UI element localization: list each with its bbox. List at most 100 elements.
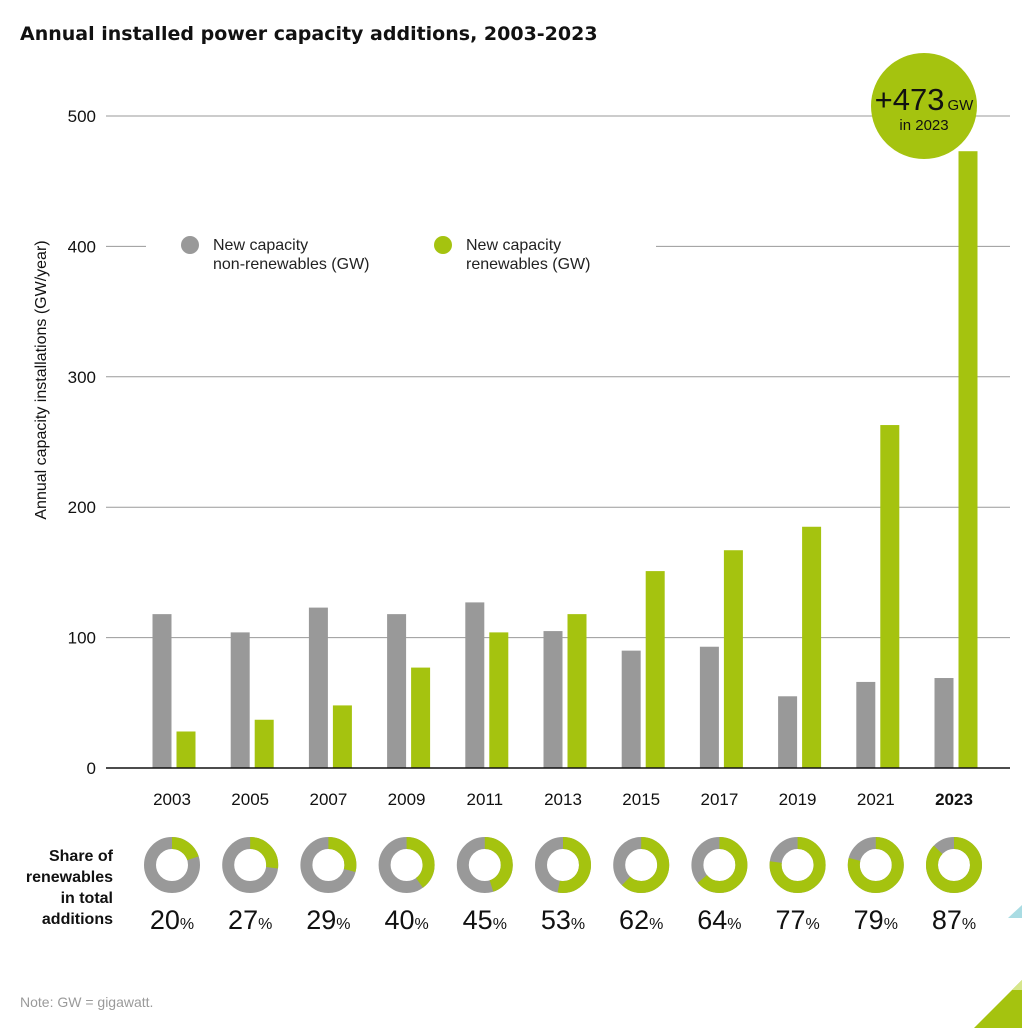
share-percent-unit: % (884, 916, 898, 933)
corner-decoration-large (974, 980, 1022, 1028)
bar-non-renewables-2011 (465, 602, 485, 768)
y-tick-label: 500 (68, 107, 96, 126)
x-tick-label: 2021 (857, 790, 895, 809)
share-percent-value: 87 (932, 905, 962, 935)
share-percent-2021: 79% (854, 905, 898, 935)
share-donut-2007: 29% (300, 837, 357, 935)
share-percent-unit: % (415, 916, 429, 933)
x-tick-label: 2005 (231, 790, 269, 809)
share-donut-2021: 79% (847, 837, 904, 935)
share-donut-2003: 20% (144, 837, 200, 935)
y-tick-label: 200 (68, 498, 96, 517)
badge-value: +473 (875, 82, 945, 117)
donut-arc-renewables (222, 837, 279, 893)
share-percent-2009: 40% (384, 905, 428, 935)
bar-non-renewables-2023 (934, 678, 954, 768)
corner-decoration-accent (1012, 980, 1022, 990)
share-percent-2023: 87% (932, 905, 976, 935)
bar-renewables-2021 (880, 425, 900, 768)
y-tick-label: 0 (87, 759, 96, 778)
x-tick-label: 2011 (467, 790, 504, 809)
bar-renewables-2007 (332, 705, 352, 768)
legend: New capacity non-renewables (GW) New cap… (181, 236, 590, 273)
share-donut-2009: 40% (378, 837, 435, 935)
bar-renewables-2011 (489, 632, 509, 768)
bar-renewables-2003 (176, 731, 196, 768)
share-percent-value: 77 (775, 905, 805, 935)
donut-arc-renewables (535, 837, 591, 893)
share-percent-value: 29 (306, 905, 336, 935)
badge-subtitle: in 2023 (899, 117, 948, 134)
y-tick-label: 400 (68, 237, 96, 256)
bar-non-renewables-2015 (621, 650, 641, 768)
x-tick-label: 2023 (935, 790, 973, 809)
legend-swatch-non-renewables (181, 236, 199, 254)
share-percent-value: 79 (854, 905, 884, 935)
share-donuts: 20% 27% 29% 40% 45% 53% 62% 64% 77% 79% 87% (144, 837, 982, 935)
share-label-line4: additions (42, 911, 113, 928)
footnote: Note: GW = gigawatt. (20, 994, 153, 1010)
share-percent-unit: % (649, 916, 663, 933)
x-tick-label: 2009 (388, 790, 426, 809)
donut-arc-renewables (613, 837, 670, 893)
share-percent-value: 53 (541, 905, 571, 935)
share-percent-2013: 53% (541, 905, 585, 935)
share-percent-2019: 77% (775, 905, 819, 935)
share-percent-unit: % (180, 916, 194, 933)
share-donut-2019: 77% (769, 837, 826, 935)
bar-non-renewables-2013 (543, 631, 563, 768)
legend-label-non-renewables-line2: non-renewables (GW) (213, 256, 370, 273)
donut-arc-renewables (456, 837, 513, 893)
donut-arc-renewables (769, 837, 826, 893)
share-percent-value: 64 (697, 905, 727, 935)
share-donut-2017: 64% (691, 837, 748, 935)
share-percent-unit: % (493, 916, 507, 933)
share-donut-2011: 45% (456, 837, 513, 935)
bar-renewables-2023 (958, 151, 978, 768)
share-percent-unit: % (336, 916, 350, 933)
share-percent-2005: 27% (228, 905, 272, 935)
y-axis-ticks: 0 100 200 300 400 500 (68, 107, 96, 778)
legend-swatch-renewables (434, 236, 452, 254)
share-label: Share of renewables in total additions (26, 848, 114, 928)
gridlines (106, 115, 1010, 639)
x-tick-label: 2017 (700, 790, 738, 809)
legend-label-renewables-line2: renewables (GW) (466, 256, 590, 273)
bar-non-renewables-2017 (699, 646, 719, 768)
bar-non-renewables-2003 (152, 614, 172, 768)
y-tick-label: 300 (68, 368, 96, 387)
legend-label-renewables-line1: New capacity (466, 237, 561, 254)
share-label-line1: Share of (49, 848, 114, 865)
share-donut-2013: 53% (535, 837, 591, 935)
bar-renewables-2005 (254, 719, 274, 768)
donut-arc-renewables (378, 837, 435, 893)
share-percent-unit: % (962, 916, 976, 933)
share-percent-unit: % (806, 916, 820, 933)
x-tick-label: 2007 (309, 790, 347, 809)
share-percent-value: 62 (619, 905, 649, 935)
share-percent-value: 45 (463, 905, 493, 935)
share-percent-unit: % (727, 916, 741, 933)
share-percent-unit: % (258, 916, 272, 933)
bar-renewables-2019 (802, 526, 822, 768)
bar-renewables-2009 (411, 667, 431, 768)
badge-circle (871, 53, 977, 159)
y-axis-label: Annual capacity installations (GW/year) (33, 240, 50, 519)
x-tick-label: 2019 (779, 790, 817, 809)
share-percent-2007: 29% (306, 905, 350, 935)
badge-value-line: +473 GW (875, 82, 974, 117)
donut-arc-renewables (691, 837, 748, 893)
bar-non-renewables-2007 (308, 607, 328, 768)
donut-arc-renewables (300, 837, 357, 893)
y-tick-label: 100 (68, 629, 96, 648)
bar-renewables-2017 (723, 550, 743, 768)
share-percent-2003: 20% (150, 905, 194, 935)
chart-title: Annual installed power capacity addition… (20, 23, 598, 45)
share-donut-2005: 27% (222, 837, 279, 935)
donut-arc-renewables (926, 837, 982, 893)
share-percent-value: 20 (150, 905, 180, 935)
bar-non-renewables-2009 (387, 614, 407, 768)
bar-non-renewables-2021 (856, 681, 876, 768)
bar-non-renewables-2019 (778, 696, 798, 768)
